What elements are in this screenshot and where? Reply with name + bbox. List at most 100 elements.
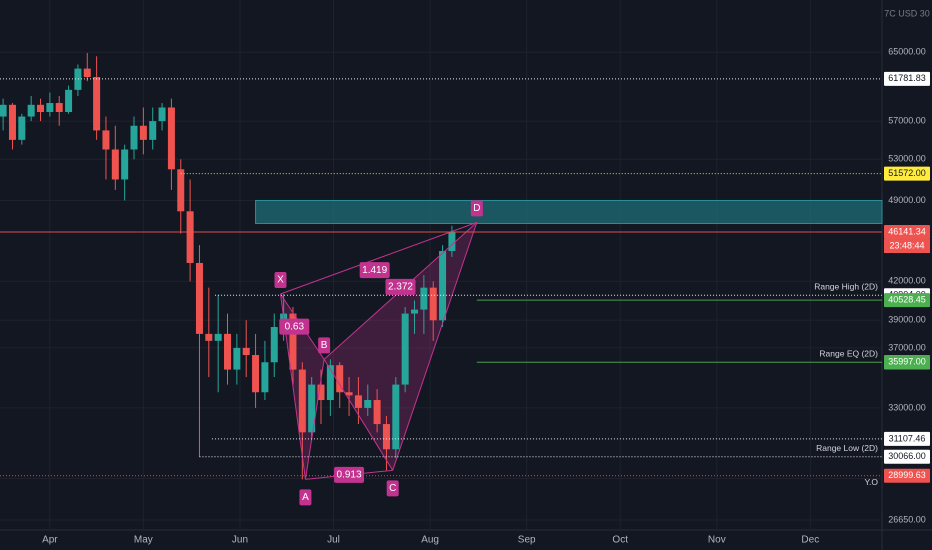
candle-body (102, 130, 110, 150)
candle-body (214, 333, 222, 341)
candle-body (27, 104, 35, 117)
candle-body (382, 424, 390, 450)
pattern-line (323, 359, 394, 471)
zone (255, 199, 883, 224)
ratio-label: 0.913 (337, 469, 362, 480)
candle-body (195, 262, 203, 334)
candle-body (336, 365, 344, 393)
ratio-box (385, 278, 416, 295)
x-tick-label: Oct (612, 535, 628, 546)
candle-body (158, 107, 166, 122)
candle-body (326, 365, 334, 401)
candle-body (186, 211, 194, 263)
price-label: 30066.00 (888, 451, 926, 461)
pattern-point-box (470, 200, 483, 217)
candle-body (411, 309, 419, 314)
candle-body (392, 384, 400, 450)
candle-body (46, 103, 54, 113)
x-tick-label: Aug (421, 535, 439, 546)
price-label: 46141.34 (888, 226, 926, 236)
y-tick-label: 33000.00 (888, 402, 926, 412)
candle-body (149, 121, 157, 140)
pattern-line (392, 222, 478, 471)
candle-body (167, 107, 175, 170)
candle-body (270, 327, 278, 363)
level-text: Y.O (864, 477, 878, 487)
candle-body (364, 400, 372, 408)
x-tick-label: Nov (708, 535, 726, 546)
ratio-box (359, 262, 390, 279)
candle-body (233, 347, 241, 370)
y-tick-label: 37000.00 (888, 342, 926, 352)
pattern-point-box (318, 337, 331, 354)
pattern-point-box (274, 272, 287, 289)
level-text: Range EQ (2D) (819, 348, 878, 358)
countdown: 23:48:44 (889, 240, 924, 250)
symbol: 7C USD 30 (884, 8, 930, 18)
candle-body (8, 104, 16, 140)
candle-body (0, 104, 7, 117)
candle-body (130, 125, 138, 150)
ratio-label: 0.63 (285, 321, 305, 332)
candle-body (373, 400, 381, 425)
price-label-box (884, 449, 930, 464)
candle-body (308, 384, 316, 433)
candle-body (242, 347, 250, 356)
candle-body (205, 333, 213, 341)
candle-body (121, 149, 129, 180)
y-tick-label: 42000.00 (888, 276, 926, 286)
y-tick-label: 65000.00 (888, 47, 926, 57)
candle-body (429, 287, 437, 321)
ratio-label: 1.419 (362, 265, 387, 276)
price-label-box (884, 71, 930, 86)
x-tick-label: Jun (232, 535, 248, 546)
x-tick-label: May (134, 535, 153, 546)
candle-body (224, 333, 232, 370)
candle-body (401, 313, 409, 385)
pattern-line (280, 221, 478, 295)
ratio-box (279, 318, 310, 335)
candle-body (139, 125, 147, 140)
pattern-point-label: B (321, 340, 328, 351)
candle-body (74, 68, 82, 90)
price-label: 51572.00 (888, 168, 926, 178)
price-label: 61781.83 (888, 73, 926, 83)
candle-body (83, 68, 91, 78)
price-label-box (884, 355, 930, 370)
pattern-point-box (386, 480, 399, 497)
level-text: Range High (2D) (814, 281, 878, 291)
pattern-point-label: D (473, 203, 480, 214)
candle-body (345, 392, 353, 396)
pattern-point-label: X (277, 275, 284, 286)
price-label-box (884, 166, 930, 181)
countdown-box (884, 239, 930, 254)
price-label-box (884, 293, 930, 308)
price-label: 31107.46 (889, 433, 926, 443)
candle-body (93, 77, 101, 131)
x-tick-label: Dec (801, 535, 819, 546)
pattern-point-box (299, 489, 312, 506)
candle-body (448, 232, 456, 252)
price-label-box (884, 468, 930, 483)
price-label-box (884, 225, 930, 240)
candle-body (261, 362, 269, 393)
candle-body (55, 103, 63, 113)
y-tick-label: 53000.00 (888, 154, 926, 164)
y-tick-label: 39000.00 (888, 315, 926, 325)
candle-body (111, 149, 119, 180)
y-tick-label: 49000.00 (888, 195, 926, 205)
candle-body (37, 104, 45, 113)
price-label: 35997.00 (888, 357, 926, 367)
x-tick-label: Apr (42, 535, 58, 546)
price-label-box (884, 431, 930, 446)
pattern-point-label: A (302, 492, 309, 503)
y-tick-label: 57000.00 (888, 116, 926, 126)
y-tick-label: 26650.00 (888, 514, 926, 524)
candle-body (317, 384, 325, 401)
candle-body (420, 287, 428, 310)
ratio-label: 2.372 (388, 281, 413, 292)
x-tick-label: Sep (518, 535, 536, 546)
pattern-line (304, 359, 325, 480)
